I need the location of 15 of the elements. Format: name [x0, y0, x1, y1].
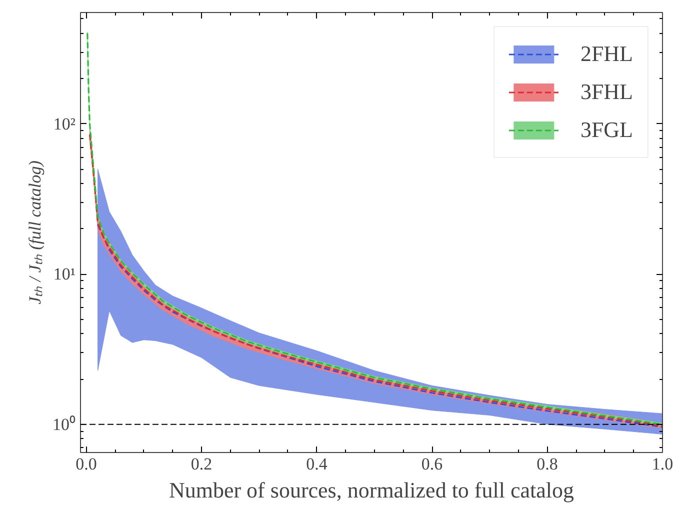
y-tick-label: 10¹	[53, 264, 76, 284]
y-axis-title: Jₜₕ / Jₜₕ (full catalog)	[26, 160, 44, 304]
x-tick-label: 0.2	[190, 454, 212, 474]
x-tick-label: 0.8	[536, 454, 558, 474]
x-axis-title: Number of sources, normalized to full catalog	[168, 478, 574, 502]
y-tick-label: 10⁰	[52, 414, 76, 434]
x-tick-label: 0.4	[306, 454, 328, 474]
legend-label: 2FHL	[580, 41, 633, 67]
x-tick-label: 1.0	[652, 454, 674, 474]
y-tick-label: 10²	[53, 114, 76, 134]
x-tick-label: 0.0	[76, 454, 97, 474]
legend-label: 3FHL	[580, 79, 633, 105]
legend-label: 3FGL	[580, 117, 633, 143]
line-series	[96, 224, 662, 428]
x-tick-label: 0.6	[421, 454, 443, 474]
